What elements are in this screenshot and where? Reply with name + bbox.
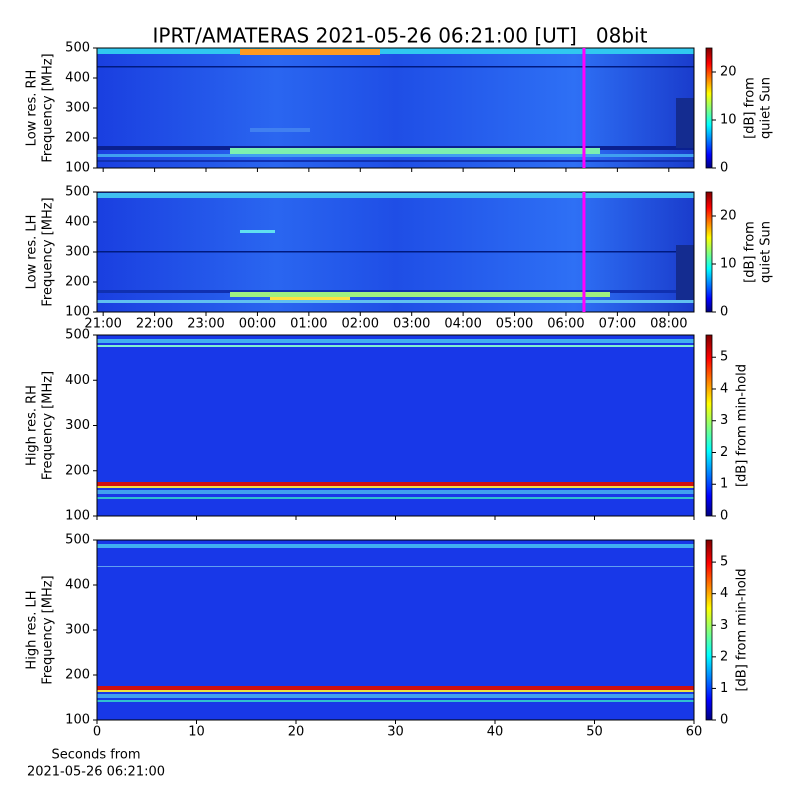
colorbar-tick-label: 1 bbox=[720, 681, 728, 696]
colorbar-label: quiet Sun bbox=[759, 221, 774, 283]
colorbar bbox=[705, 334, 713, 517]
x-tick-label: 40 bbox=[487, 725, 504, 740]
x-tick-label: 22:00 bbox=[136, 317, 173, 332]
chart-title: IPRT/AMATERAS 2021-05-26 06:21:00 [UT] 0… bbox=[153, 24, 648, 48]
y-tick-label: 200 bbox=[65, 668, 90, 683]
x-tick-label: 50 bbox=[586, 725, 603, 740]
colorbar-tick-label: 0 bbox=[720, 713, 728, 728]
colorbar-tick-label: 0 bbox=[720, 305, 728, 320]
x-axis-label: 2021-05-26 06:21:00 bbox=[27, 765, 165, 780]
colorbar-tick-label: 3 bbox=[720, 413, 728, 428]
colorbar-tick-label: 2 bbox=[720, 445, 728, 460]
colorbar-label: [dB] from min-hold bbox=[735, 364, 750, 487]
colorbar-label: [dB] from bbox=[743, 221, 758, 283]
colorbar bbox=[705, 539, 713, 721]
x-tick-label: 01:00 bbox=[290, 317, 327, 332]
x-tick-label: 21:00 bbox=[84, 317, 121, 332]
y-tick-label: 200 bbox=[65, 463, 90, 478]
x-tick-label: 60 bbox=[686, 725, 703, 740]
colorbar-tick-label: 2 bbox=[720, 649, 728, 664]
x-tick-label: 20 bbox=[288, 725, 305, 740]
x-tick-label: 03:00 bbox=[393, 317, 430, 332]
spectrogram-2 bbox=[97, 192, 694, 312]
colorbar-tick-label: 1 bbox=[720, 477, 728, 492]
y-tick-label: 500 bbox=[65, 41, 90, 56]
y-tick-label: 100 bbox=[65, 305, 90, 320]
y-axis-label: High res. LH bbox=[25, 590, 40, 669]
colorbar-label: [dB] from min-hold bbox=[735, 568, 750, 691]
spectrogram-1 bbox=[97, 48, 694, 168]
spectrogram-4 bbox=[97, 540, 694, 720]
colorbar bbox=[705, 191, 713, 313]
x-tick-label: 0 bbox=[93, 725, 101, 740]
colorbar-tick-label: 5 bbox=[720, 555, 728, 570]
colorbar-label: quiet Sun bbox=[759, 77, 774, 139]
x-tick-label: 02:00 bbox=[342, 317, 379, 332]
y-tick-label: 200 bbox=[65, 131, 90, 146]
colorbar-tick-label: 5 bbox=[720, 350, 728, 365]
colorbar-tick-label: 0 bbox=[720, 161, 728, 176]
y-axis-label: Frequency [MHz] bbox=[41, 575, 56, 684]
y-tick-label: 300 bbox=[65, 418, 90, 433]
colorbar-tick-label: 10 bbox=[720, 113, 737, 128]
x-tick-label: 23:00 bbox=[187, 317, 224, 332]
colorbar-tick-label: 4 bbox=[720, 381, 728, 396]
y-axis-label: Frequency [MHz] bbox=[41, 371, 56, 480]
y-tick-label: 300 bbox=[65, 101, 90, 116]
x-tick-label: 06:00 bbox=[547, 317, 584, 332]
y-axis-label: Low res. LH bbox=[25, 215, 40, 290]
y-tick-label: 400 bbox=[65, 215, 90, 230]
y-axis-label: Frequency [MHz] bbox=[41, 197, 56, 306]
x-tick-label: 08:00 bbox=[650, 317, 687, 332]
colorbar-tick-label: 4 bbox=[720, 586, 728, 601]
colorbar-tick-label: 20 bbox=[720, 209, 737, 224]
y-tick-label: 100 bbox=[65, 713, 90, 728]
colorbar-tick-label: 0 bbox=[720, 509, 728, 524]
x-tick-label: 07:00 bbox=[599, 317, 636, 332]
y-tick-label: 500 bbox=[65, 328, 90, 343]
y-tick-label: 500 bbox=[65, 185, 90, 200]
y-tick-label: 400 bbox=[65, 71, 90, 86]
y-axis-label: Low res. RH bbox=[25, 70, 40, 147]
y-tick-label: 100 bbox=[65, 509, 90, 524]
spectrogram-3 bbox=[97, 335, 694, 516]
x-tick-label: 04:00 bbox=[444, 317, 481, 332]
y-tick-label: 100 bbox=[65, 161, 90, 176]
x-tick-label: 30 bbox=[387, 725, 404, 740]
x-axis-label: Seconds from bbox=[51, 748, 140, 763]
y-tick-label: 400 bbox=[65, 373, 90, 388]
colorbar-tick-label: 3 bbox=[720, 618, 728, 633]
x-tick-label: 10 bbox=[188, 725, 205, 740]
y-tick-label: 300 bbox=[65, 623, 90, 638]
colorbar-label: [dB] from bbox=[743, 77, 758, 139]
y-tick-label: 400 bbox=[65, 578, 90, 593]
colorbar-tick-label: 10 bbox=[720, 257, 737, 272]
y-tick-label: 200 bbox=[65, 275, 90, 290]
y-tick-label: 300 bbox=[65, 245, 90, 260]
x-tick-label: 05:00 bbox=[496, 317, 533, 332]
x-tick-label: 00:00 bbox=[239, 317, 276, 332]
y-axis-label: Frequency [MHz] bbox=[41, 53, 56, 162]
y-axis-label: High res. RH bbox=[25, 385, 40, 466]
colorbar bbox=[705, 47, 713, 169]
colorbar-tick-label: 20 bbox=[720, 65, 737, 80]
y-tick-label: 500 bbox=[65, 533, 90, 548]
